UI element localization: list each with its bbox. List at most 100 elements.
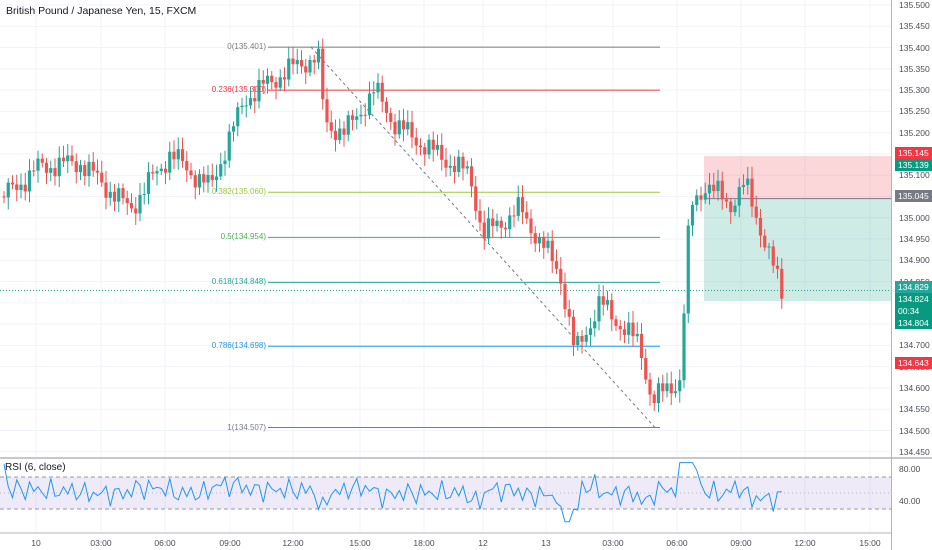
candle-up — [66, 155, 70, 162]
candle-down — [342, 128, 346, 135]
candle-down — [423, 147, 427, 155]
candle-down — [631, 322, 635, 337]
price-axis-label: 134.824 — [895, 293, 932, 305]
candle-down — [482, 222, 486, 239]
candle-up — [690, 204, 695, 226]
candle-down — [580, 335, 584, 342]
candle-up — [295, 60, 299, 65]
candle-down — [70, 155, 74, 162]
candle-up — [665, 383, 669, 392]
candle-up — [117, 188, 121, 202]
candle-down — [163, 168, 168, 173]
symbol-title[interactable]: British Pound / Japanese Yen, 15, FXCM — [6, 5, 197, 17]
candle-up — [678, 380, 682, 392]
candle-up — [257, 79, 261, 102]
candle-down — [129, 203, 134, 209]
candle-down — [291, 58, 295, 65]
short-position-tool[interactable] — [704, 156, 891, 302]
price-axis-label: 134.829 — [895, 281, 932, 293]
time-tick-label: 06:00 — [666, 538, 688, 548]
candle-up — [576, 335, 580, 346]
candle-down — [91, 161, 95, 171]
candle-up — [159, 168, 163, 172]
candle-up — [231, 126, 236, 132]
candle-down — [15, 184, 19, 191]
candle-up — [372, 92, 376, 94]
candle-up — [716, 180, 720, 191]
candle-down — [304, 66, 308, 73]
candle-up — [508, 215, 512, 230]
candle-down — [61, 157, 66, 162]
candle-up — [206, 175, 210, 183]
candle-up — [176, 149, 180, 160]
price-axis-label: 135.145 — [895, 147, 932, 159]
candle-down — [724, 199, 729, 202]
candle-down — [754, 206, 758, 218]
candle-up — [656, 383, 661, 404]
candle-down — [274, 82, 278, 88]
price-axis-label: 134.804 — [895, 317, 932, 329]
candle-down — [771, 246, 775, 266]
time-tick-label: 12:00 — [794, 538, 816, 548]
candle-down — [652, 394, 656, 404]
time-tick-label: 03:00 — [602, 538, 624, 548]
take-profit-zone — [704, 198, 891, 302]
price-tick-label: 134.550 — [899, 404, 930, 415]
time-tick-label: 13 — [541, 538, 551, 548]
candle-up — [605, 300, 610, 305]
candle-up — [223, 160, 227, 165]
price-axis-label: 134.643 — [895, 357, 932, 369]
candle-up — [346, 115, 350, 135]
candle-down — [669, 383, 673, 394]
price-tick-label: 135.450 — [899, 21, 930, 32]
candle-down — [401, 120, 406, 130]
time-tick-label: 09:00 — [219, 538, 241, 548]
candle-down — [180, 149, 185, 162]
candle-up — [49, 168, 53, 173]
candle-down — [185, 161, 189, 171]
candle-down — [525, 212, 529, 219]
candle-down — [512, 215, 516, 217]
candle-down — [23, 184, 27, 192]
rsi-indicator-title[interactable]: RSI (6, close) — [5, 462, 66, 473]
price-tick-label: 134.600 — [899, 382, 930, 393]
candle-down — [312, 59, 316, 63]
candle-down — [74, 161, 78, 173]
candle-up — [495, 220, 499, 227]
candlestick-series — [2, 38, 784, 413]
candle-down — [720, 180, 724, 200]
candle-up — [427, 139, 431, 155]
price-axis-label: 135.139 — [895, 159, 932, 171]
candle-up — [516, 197, 520, 216]
candle-up — [308, 59, 312, 73]
pane-separator[interactable] — [0, 457, 932, 459]
candle-up — [741, 184, 746, 187]
candle-up — [278, 77, 282, 88]
fib-level-label: 0.382(135.060) — [211, 187, 266, 197]
candle-down — [380, 82, 384, 102]
price-tick-label: 135.200 — [899, 127, 930, 138]
candle-up — [397, 120, 401, 135]
candle-down — [121, 188, 125, 199]
candle-down — [529, 218, 533, 234]
candle-up — [767, 246, 771, 248]
rsi-tick-label: 80.00 — [899, 464, 921, 474]
time-tick-label: 09:00 — [730, 538, 752, 548]
candle-up — [36, 158, 40, 171]
rsi-line — [3, 462, 782, 523]
candle-down — [40, 158, 44, 163]
candle-down — [384, 101, 389, 113]
candle-up — [546, 240, 550, 248]
candle-down — [83, 165, 87, 177]
candle-up — [695, 195, 699, 205]
candle-up — [367, 93, 372, 116]
candle-down — [618, 325, 622, 330]
time-tick-label: 03:00 — [90, 538, 112, 548]
candle-down — [639, 333, 644, 359]
candle-up — [376, 82, 380, 93]
time-tick-label: 12 — [478, 538, 488, 548]
candle-down — [104, 182, 108, 198]
fib-level-label: 0.786(134.698) — [211, 341, 266, 351]
candle-up — [737, 186, 741, 206]
